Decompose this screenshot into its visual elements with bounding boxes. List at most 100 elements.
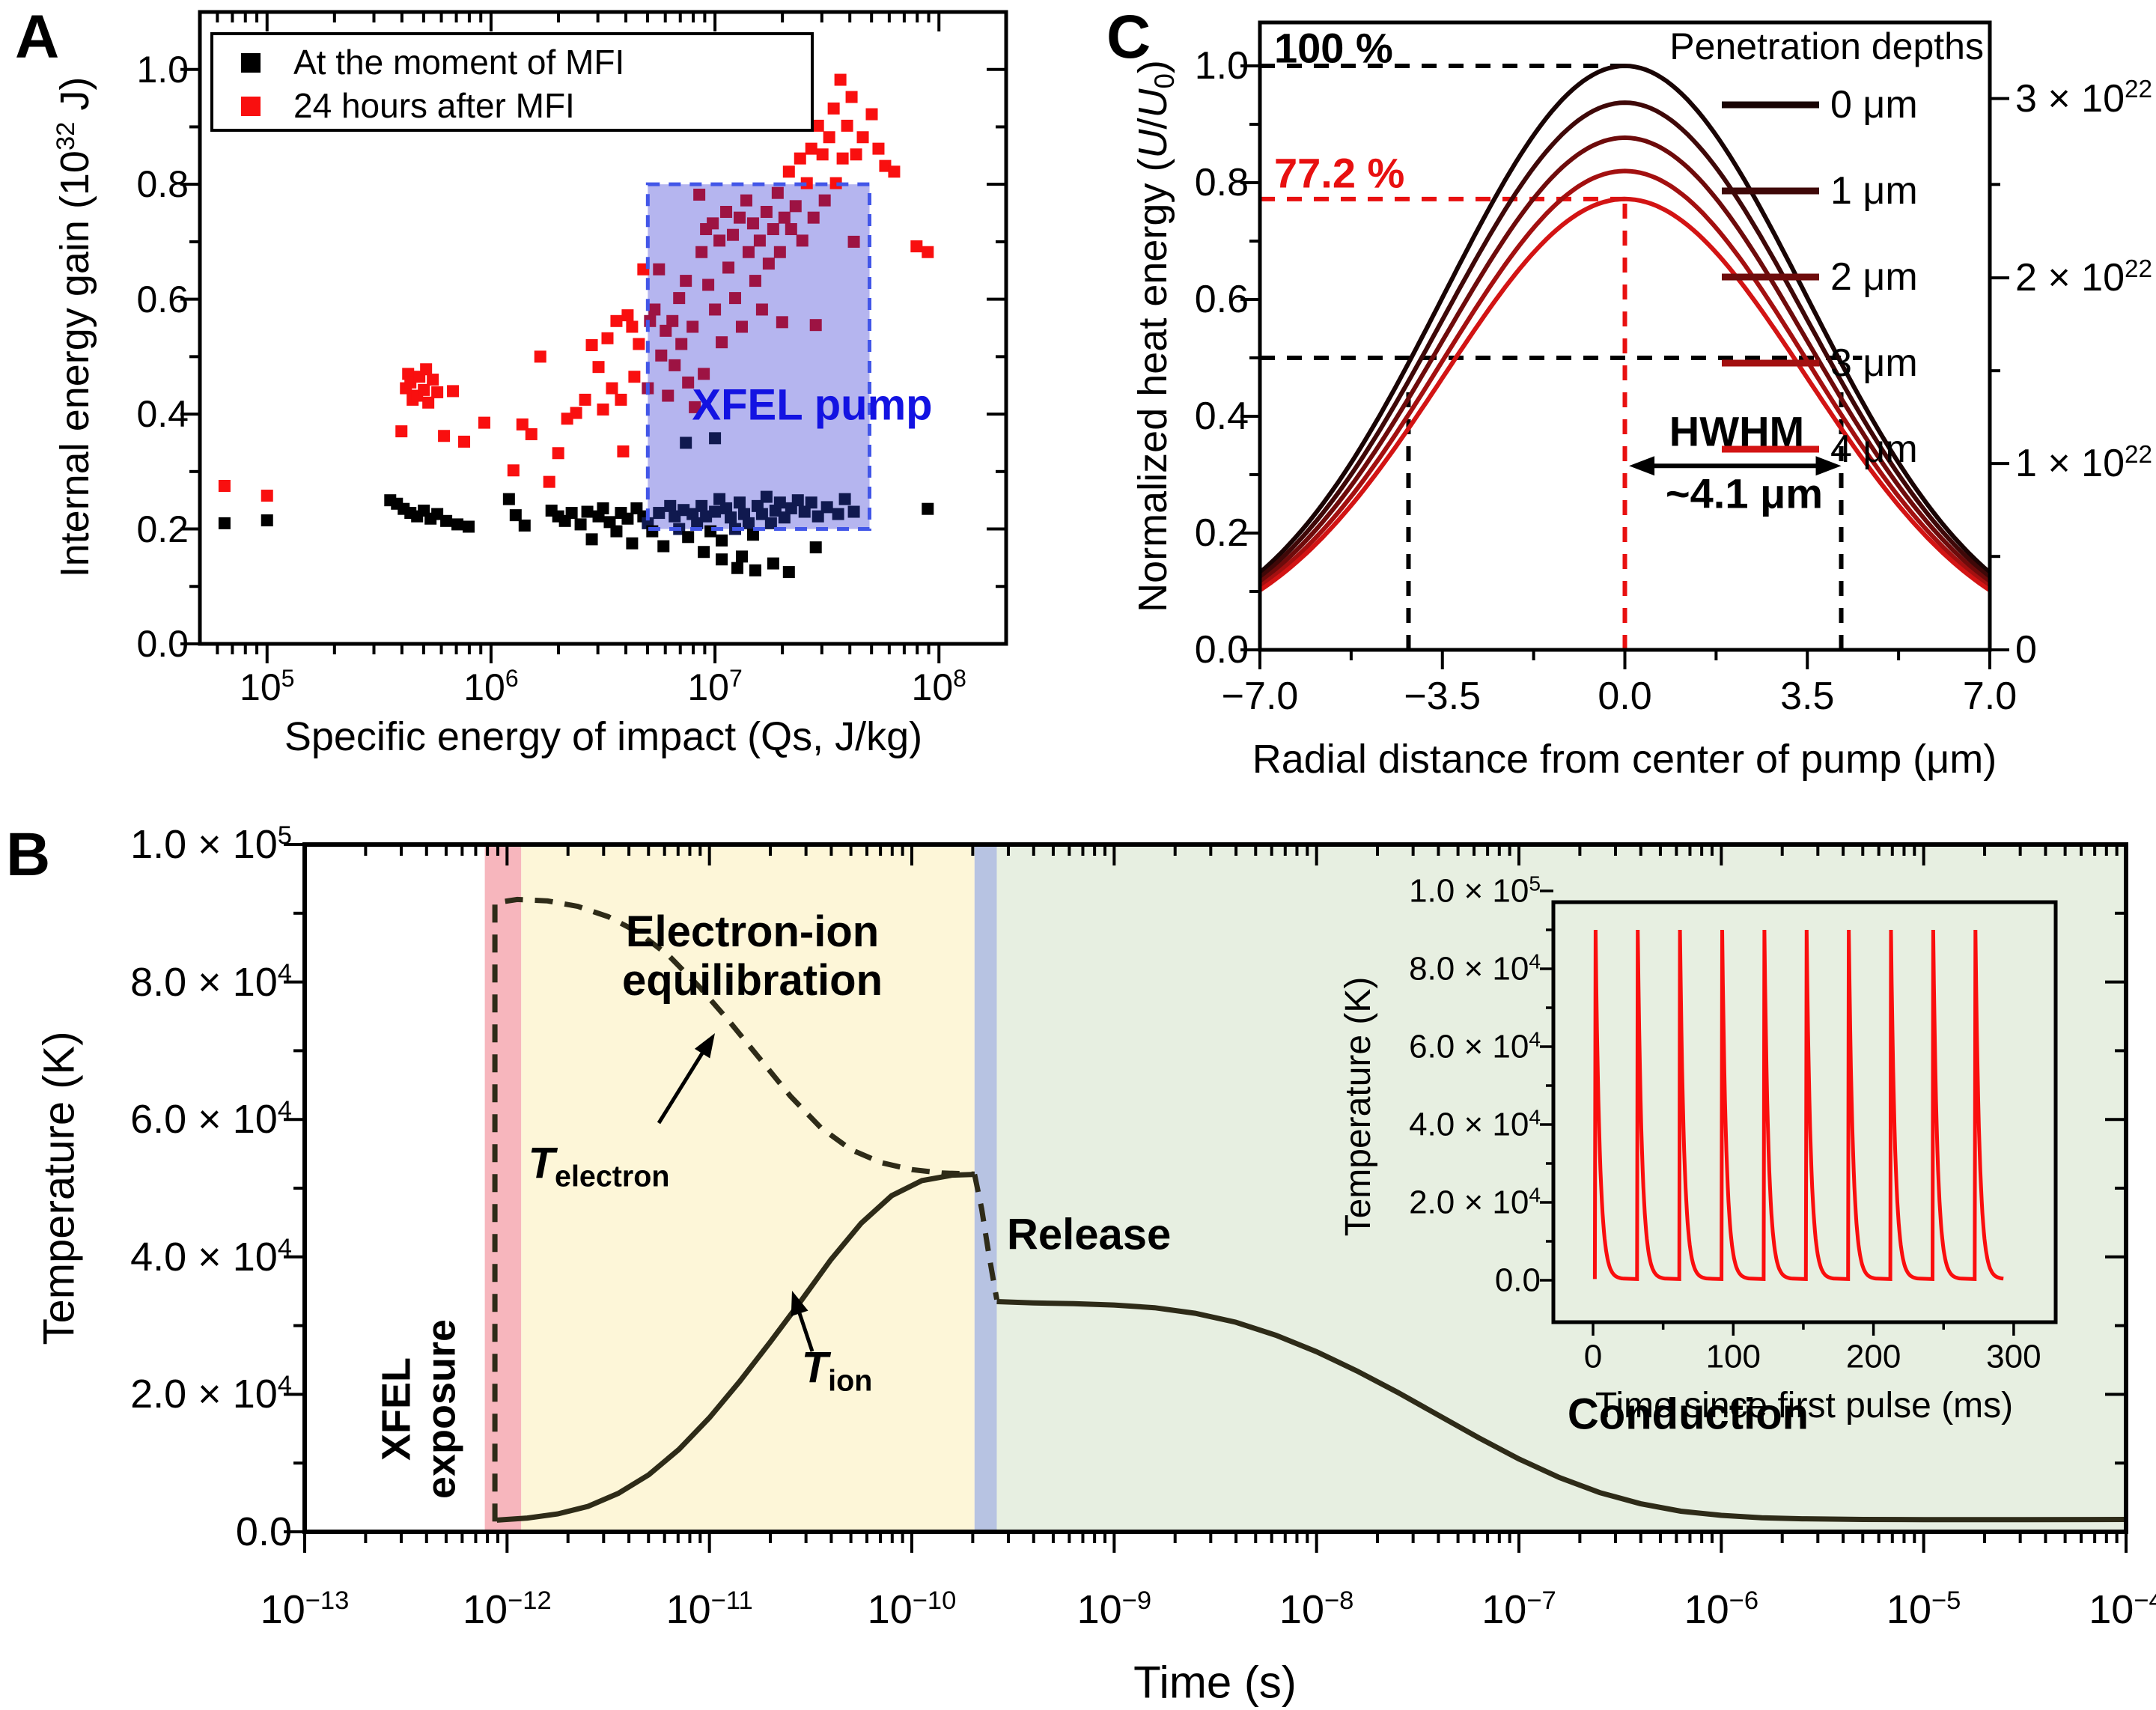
scatter-point bbox=[543, 475, 555, 488]
scatter-point bbox=[218, 517, 231, 529]
panel-c-legend-item-label: 0 μm bbox=[1830, 82, 1918, 127]
scatter-point bbox=[872, 142, 885, 155]
scatter-point bbox=[740, 194, 752, 207]
panel-a-y-axis-label: Internal energy gain (1032 J) bbox=[51, 76, 97, 578]
panel-c-hwhm-value-annotation: ~4.1 μm bbox=[1665, 469, 1824, 517]
panel-b-t-ion-label: Tion bbox=[801, 1343, 873, 1398]
scatter-point bbox=[789, 200, 802, 213]
scatter-point bbox=[823, 131, 835, 144]
panel-a-y-tick-label: 0.8 bbox=[136, 163, 189, 206]
scatter-point bbox=[615, 393, 627, 406]
panel-c-y-tick-label: 0.8 bbox=[1194, 160, 1249, 204]
scatter-point bbox=[791, 494, 804, 507]
scatter-point bbox=[841, 119, 853, 132]
scatter-point bbox=[910, 240, 923, 253]
scatter-point bbox=[816, 148, 829, 161]
scatter-point bbox=[431, 386, 444, 398]
scatter-point bbox=[778, 511, 791, 524]
panel-c-hwhm-annotation: HWHM bbox=[1669, 407, 1805, 455]
scatter-point bbox=[742, 246, 755, 258]
scatter-point bbox=[518, 519, 531, 532]
panel-a-x-tick-label: 108 bbox=[911, 665, 966, 708]
scatter-point bbox=[716, 553, 728, 566]
panel-b-inset-x-tick-label: 100 bbox=[1705, 1338, 1761, 1375]
scatter-point bbox=[764, 517, 777, 529]
scatter-point bbox=[682, 376, 695, 389]
scatter-point bbox=[626, 320, 639, 333]
panel-b-inset-x-tick-label: 300 bbox=[1986, 1338, 2041, 1375]
temperature-curve-T_ion_rise bbox=[496, 1172, 975, 1523]
panel-c-legend-item-label: 2 μm bbox=[1830, 255, 1918, 299]
scatter-point bbox=[610, 525, 623, 538]
panel-b-y-tick-label: 2.0 × 104 bbox=[130, 1371, 292, 1417]
scatter-point bbox=[888, 165, 901, 178]
scatter-point bbox=[534, 350, 546, 363]
scatter-point bbox=[478, 416, 490, 429]
scatter-point bbox=[686, 320, 699, 333]
scatter-point bbox=[722, 261, 735, 274]
panel-b-x-tick-label: 10−10 bbox=[867, 1586, 957, 1632]
panel-a-y-tick-label: 0.0 bbox=[136, 623, 189, 665]
scatter-point bbox=[427, 374, 439, 386]
panel-a-x-tick-label: 106 bbox=[463, 665, 519, 708]
scatter-point bbox=[648, 303, 661, 316]
scatter-point bbox=[606, 382, 618, 395]
scatter-point bbox=[778, 211, 791, 224]
scatter-point bbox=[709, 432, 722, 445]
scatter-point bbox=[395, 425, 408, 438]
scatter-point bbox=[773, 496, 786, 509]
scatter-point bbox=[420, 363, 433, 376]
scatter-point bbox=[597, 403, 609, 416]
scatter-point bbox=[720, 502, 733, 514]
inset-pulse-train-curve bbox=[1592, 929, 2004, 1281]
panel-a-legend-item-moment-of-mfi: At the moment of MFI bbox=[293, 43, 625, 82]
panel-c-legend-title: Penetration depths bbox=[1669, 25, 1984, 67]
panel-b-release-label: Release bbox=[1007, 1210, 1172, 1259]
scatter-point bbox=[850, 148, 862, 161]
scatter-point bbox=[834, 73, 847, 86]
scatter-point bbox=[581, 505, 594, 518]
panel-a-letter: A bbox=[15, 3, 60, 71]
scatter-point bbox=[657, 540, 670, 553]
scatter-point bbox=[662, 389, 674, 402]
scatter-point bbox=[675, 338, 688, 350]
scatter-point bbox=[805, 142, 817, 155]
scatter-point bbox=[585, 339, 598, 352]
scatter-point bbox=[713, 234, 726, 247]
scatter-point bbox=[695, 246, 708, 258]
panel-b-y-tick-label: 4.0 × 104 bbox=[130, 1233, 292, 1280]
scatter-point bbox=[746, 217, 759, 230]
panel-c-x-tick-label: 0.0 bbox=[1598, 674, 1652, 718]
panel-c-x-tick-label: −7.0 bbox=[1221, 674, 1299, 718]
panel-c-x-tick-label: 3.5 bbox=[1780, 674, 1835, 718]
scatter-point bbox=[702, 279, 715, 291]
scatter-point bbox=[794, 152, 806, 165]
scatter-point bbox=[680, 275, 692, 287]
scatter-point bbox=[820, 501, 833, 514]
scatter-point bbox=[502, 493, 515, 505]
scatter-point bbox=[680, 436, 692, 449]
scatter-point bbox=[725, 511, 737, 524]
scatter-point bbox=[760, 206, 773, 219]
scatter-point bbox=[865, 108, 878, 121]
scatter-point bbox=[709, 505, 722, 518]
panel-a-xfel-pump-label: XFEL pump bbox=[692, 380, 933, 430]
panel-c-legend-item-label: 1 μm bbox=[1830, 168, 1918, 213]
scatter-point bbox=[570, 407, 582, 419]
panel-b-x-axis-label: Time (s) bbox=[1133, 1657, 1297, 1708]
scatter-point bbox=[458, 435, 471, 448]
xfel-pump-region-border bbox=[645, 182, 872, 532]
panel-b-x-tick-label: 10−7 bbox=[1482, 1586, 1556, 1632]
scatter-point bbox=[762, 258, 775, 270]
scatter-point bbox=[552, 447, 564, 460]
panel-b-inset-x-axis-label: Time since first pulse (ms) bbox=[1595, 1386, 2014, 1426]
scatter-point bbox=[782, 165, 795, 178]
panel-a-legend-box bbox=[210, 32, 814, 132]
scatter-point bbox=[261, 514, 273, 527]
scatter-point bbox=[579, 393, 591, 406]
scatter-point bbox=[749, 275, 761, 287]
temperature-curve-T_electron bbox=[492, 896, 975, 1522]
scatter-point bbox=[440, 514, 453, 527]
scatter-point bbox=[746, 529, 759, 541]
